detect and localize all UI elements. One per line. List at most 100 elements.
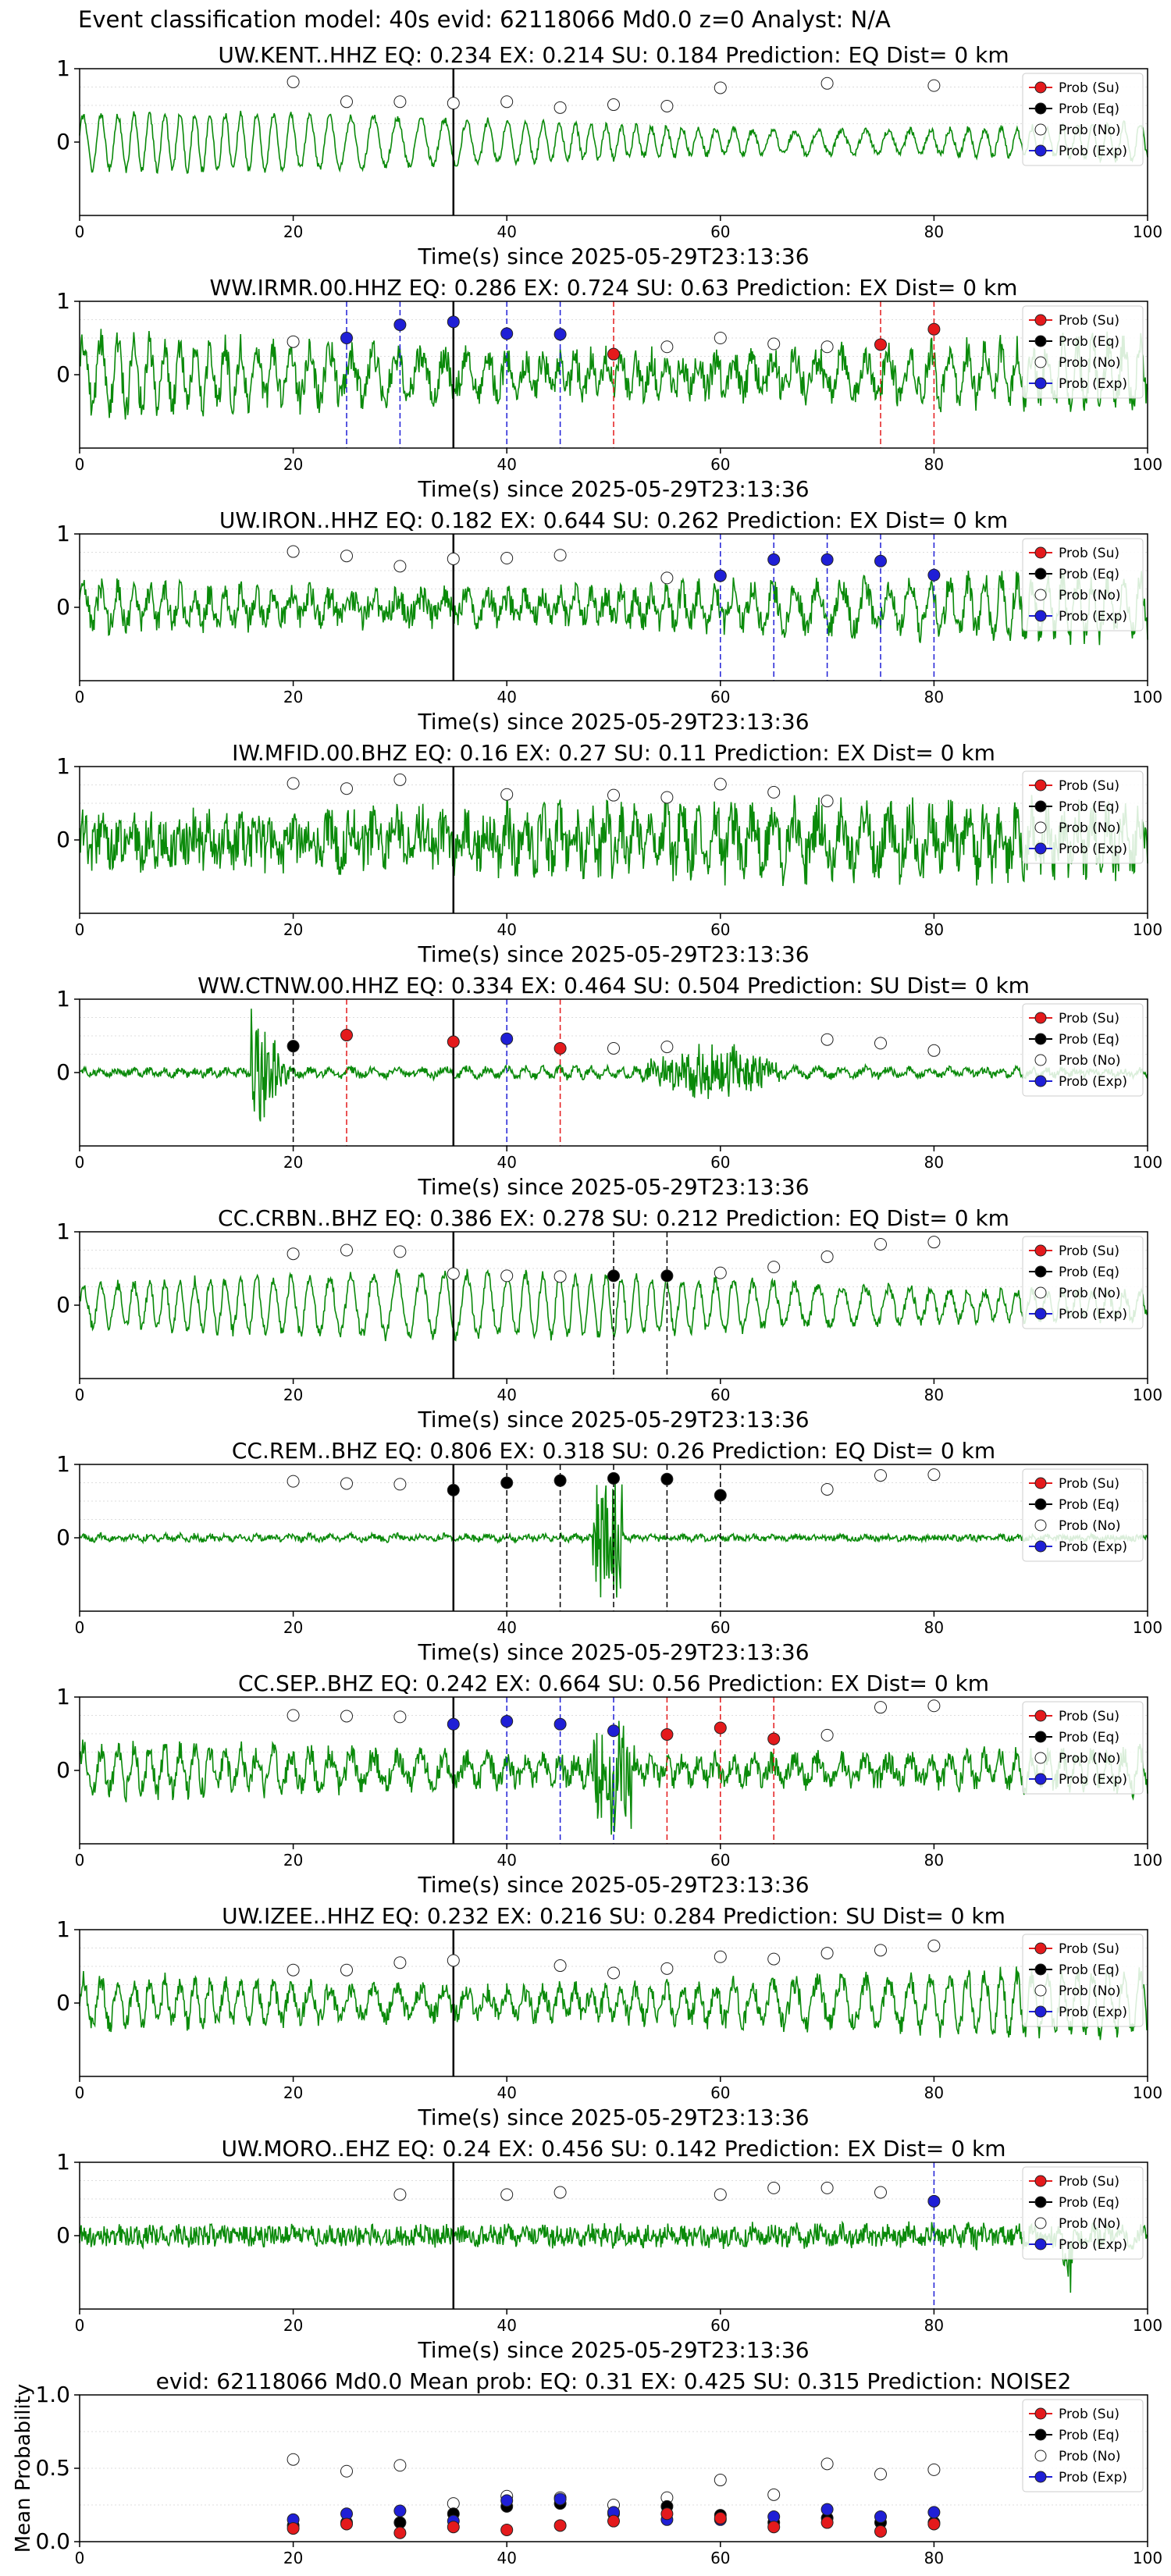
x-tick-label: 80 <box>924 2549 944 2567</box>
x-tick-label: 60 <box>710 1153 730 1172</box>
no-probability-point <box>447 1267 460 1280</box>
legend-marker <box>1034 1244 1047 1257</box>
no-probability-point <box>340 1477 353 1490</box>
x-tick-label: 40 <box>497 1153 516 1172</box>
no-probability-point <box>340 1710 353 1723</box>
legend-label: Prob (Eq) <box>1059 2195 1119 2211</box>
no-probability-point <box>500 1269 514 1283</box>
legend-marker <box>1034 610 1047 622</box>
legend-label: Prob (Exp) <box>1059 1307 1127 1322</box>
y-tick-label: 1 <box>56 1916 70 1942</box>
x-tick-label: 40 <box>497 1851 516 1870</box>
legend-marker <box>1034 1075 1047 1087</box>
eq-probability-point <box>660 1269 674 1283</box>
x-tick-label: 40 <box>497 1386 516 1404</box>
exp-probability-point <box>500 1032 514 1045</box>
legend-marker <box>1034 1498 1047 1510</box>
exp-probability-point <box>553 1717 567 1731</box>
x-tick-label: 100 <box>1133 688 1162 706</box>
panel-title: CC.REM..BHZ EQ: 0.806 EX: 0.318 SU: 0.26… <box>232 1438 995 1464</box>
legend-label: Prob (Exp) <box>1059 376 1127 392</box>
legend-label: Prob (No) <box>1059 1751 1121 1767</box>
legend-label: Prob (Exp) <box>1059 1074 1127 1090</box>
no-probability-point <box>447 1954 460 1967</box>
exp-probability-point <box>820 2503 834 2516</box>
exp-probability-point <box>500 2494 514 2507</box>
y-tick-label: 0 <box>56 594 70 620</box>
legend-label: Prob (Exp) <box>1059 2237 1127 2253</box>
exp-probability-point <box>607 1724 620 1738</box>
exp-probability-point <box>447 1717 460 1731</box>
su-probability-point <box>340 1029 353 1042</box>
exp-probability-point <box>714 569 727 582</box>
x-tick-label: 100 <box>1133 2316 1162 2335</box>
no-probability-point <box>820 1033 834 1046</box>
su-probability-point <box>393 2526 407 2539</box>
x-tick-label: 0 <box>75 455 85 474</box>
no-probability-point <box>820 1728 834 1742</box>
no-probability-point <box>714 777 727 791</box>
y-tick-label: 0 <box>56 1757 70 1783</box>
x-tick-label: 60 <box>710 2549 730 2567</box>
waveform-line <box>79 795 1148 887</box>
legend-label: Prob (Su) <box>1059 778 1119 794</box>
x-tick-label: 20 <box>283 2316 303 2335</box>
panel-title: UW.MORO..EHZ EQ: 0.24 EX: 0.456 SU: 0.14… <box>222 2136 1006 2161</box>
x-axis-label: Time(s) since 2025-05-29T23:13:36 <box>417 1639 809 1665</box>
legend-box <box>1022 73 1144 166</box>
legend-marker <box>1034 335 1047 347</box>
no-probability-point <box>287 335 300 348</box>
x-tick-label: 100 <box>1133 1618 1162 1637</box>
su-probability-point <box>607 2514 620 2528</box>
no-probability-point <box>820 1250 834 1263</box>
eq-probability-point <box>607 1269 620 1283</box>
legend-label: Prob (Su) <box>1059 80 1119 96</box>
x-tick-label: 40 <box>497 2083 516 2102</box>
su-probability-point <box>874 338 887 351</box>
panel-title: CC.CRBN..BHZ EQ: 0.386 EX: 0.278 SU: 0.2… <box>218 1205 1009 1231</box>
legend-marker <box>1034 144 1047 157</box>
legend-marker <box>1034 1033 1047 1045</box>
panel-title: UW.IZEE..HHZ EQ: 0.232 EX: 0.216 SU: 0.2… <box>222 1903 1005 1929</box>
exp-probability-point <box>553 328 567 341</box>
y-axis-label: Mean Probability <box>12 2384 35 2553</box>
legend-label: Prob (Exp) <box>1059 1772 1127 1788</box>
x-tick-label: 60 <box>710 2083 730 2102</box>
no-probability-point <box>874 1701 887 1714</box>
legend-marker <box>1034 800 1047 813</box>
no-probability-point <box>500 788 514 801</box>
no-probability-point <box>340 95 353 109</box>
no-probability-point <box>714 81 727 94</box>
waveform-line <box>79 1966 1148 2041</box>
no-probability-point <box>393 560 407 573</box>
legend-marker <box>1034 2238 1047 2250</box>
y-tick-label: 0 <box>56 1525 70 1550</box>
x-tick-label: 20 <box>283 455 303 474</box>
x-tick-label: 80 <box>924 920 944 939</box>
legend-marker <box>1034 356 1047 368</box>
legend-label: Prob (No) <box>1059 588 1121 603</box>
eq-probability-point <box>660 1472 674 1485</box>
y-tick-label: 1 <box>56 1451 70 1477</box>
legend-label: Prob (Eq) <box>1059 334 1119 350</box>
x-tick-label: 100 <box>1133 455 1162 474</box>
exp-probability-point <box>927 568 941 582</box>
x-tick-label: 60 <box>710 2316 730 2335</box>
su-probability-point <box>287 2522 300 2535</box>
no-probability-point <box>820 2457 834 2471</box>
x-tick-label: 80 <box>924 2316 944 2335</box>
x-tick-label: 20 <box>283 1851 303 1870</box>
legend-label: Prob (Su) <box>1059 546 1119 561</box>
x-tick-label: 60 <box>710 1851 730 1870</box>
legend-marker <box>1034 1265 1047 1278</box>
no-probability-point <box>553 101 567 114</box>
y-tick-label: 0 <box>56 827 70 852</box>
x-tick-label: 100 <box>1133 1851 1162 1870</box>
no-probability-point <box>287 2453 300 2466</box>
y-tick-label: 0.0 <box>35 2528 70 2554</box>
no-probability-point <box>660 791 674 804</box>
panel-10: evid: 62118066 Md0.0 Mean prob: EQ: 0.31… <box>12 2368 1162 2567</box>
x-tick-label: 60 <box>710 1386 730 1404</box>
legend-label: Prob (Eq) <box>1059 2428 1119 2443</box>
no-probability-point <box>287 1963 300 1976</box>
